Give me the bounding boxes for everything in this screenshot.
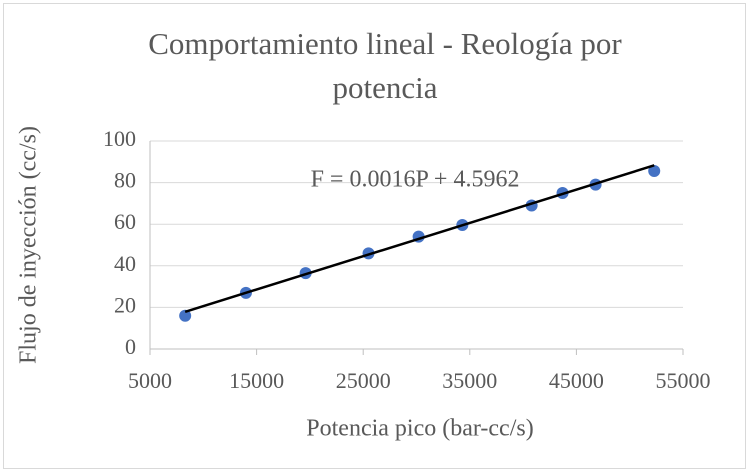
trendline-equation: F = 0.0016P + 4.5962 [311,167,520,193]
y-tick-label: 80 [114,168,136,193]
x-tick-label: 5000 [128,368,172,393]
x-axis-label: Potencia pico (bar-cc/s) [306,416,533,442]
y-tick-label: 20 [114,292,136,317]
x-tick-label: 45000 [549,368,604,393]
x-tick-label: 25000 [336,368,391,393]
chart-title: Comportamiento lineal - Reología por pot… [148,26,622,105]
x-tick-label: 55000 [656,368,711,393]
x-tick-label: 35000 [442,368,497,393]
trendline [184,164,655,313]
data-point [179,309,192,322]
chart-border [3,3,746,469]
y-tick-label: 100 [103,126,136,151]
x-tick-label: 15000 [229,368,284,393]
y-tick-label: 0 [125,334,136,359]
data-point [648,164,661,177]
y-tick-label: 40 [114,251,136,276]
y-axis-label: Flujo de inyección (cc/s) [16,126,42,364]
y-tick-label: 60 [114,209,136,234]
